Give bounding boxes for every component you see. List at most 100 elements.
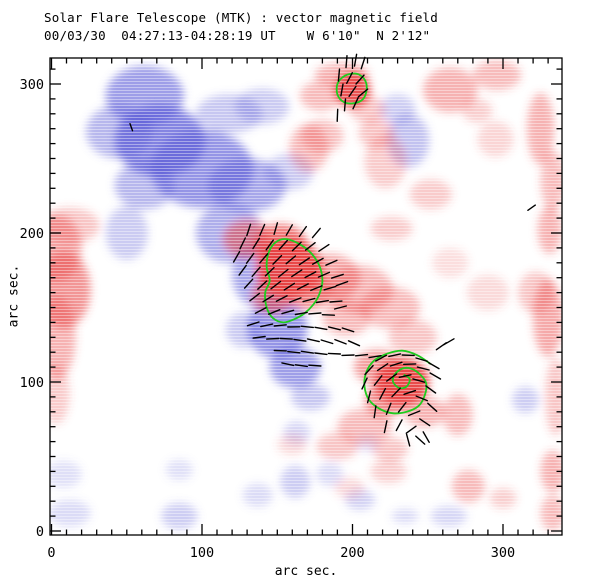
magnetic-vector [252,237,261,250]
magnetic-vector [323,285,337,291]
magnetic-vector [291,269,303,278]
magnetic-vector [320,339,334,345]
magnetic-vector [311,227,321,239]
magnetic-vector [257,280,268,290]
magnetic-vector [279,337,293,340]
magnetic-vector [383,420,388,434]
magnetic-vector [298,257,310,266]
magnetic-vector [300,325,314,329]
magnetic-vector [416,366,430,371]
tick-labels: 0 100 200 300 0 100 200 300 [20,77,516,561]
magnetic-vector [442,338,455,346]
magnetic-vector [360,56,366,70]
y-tick-label: 100 [20,375,44,391]
magnetic-vector [375,354,388,362]
magnetic-vector [346,71,353,85]
magnetic-vector [348,85,357,98]
magnetic-vector [340,83,344,97]
magnetic-vector [373,405,377,419]
magnetic-vector [311,257,324,265]
magnetic-vector [281,362,295,367]
magnetic-vector [293,338,307,342]
magnetic-vector [527,204,536,212]
magnetic-vector [300,350,314,354]
magnetic-vector [407,410,421,417]
magnetic-vector [353,53,358,67]
field-map-layer [50,58,562,535]
magnetic-vector [246,321,260,327]
magnetic-vector [364,364,374,376]
magnetic-vector [262,294,274,303]
magnetic-vector [336,108,339,123]
magnetic-vector [294,311,308,316]
magnetic-vector [289,297,302,303]
magnetic-vector [355,74,365,85]
magnetic-vector [259,223,266,237]
magnetic-vector [310,285,323,292]
magnetic-vector [347,340,361,347]
magnetic-vector [373,375,383,386]
magnetic-vector [343,98,347,112]
magnetic-vector [425,385,437,394]
magnetic-vector [405,425,417,434]
magnetic-vector [405,433,411,447]
magnetic-vector [314,352,328,356]
magnetic-vector [287,350,301,354]
magnetic-vector [273,324,287,327]
magnetic-vector [270,280,282,290]
magnetic-vector [422,431,430,443]
magnetic-vector [412,378,426,383]
magnetic-vector [317,271,331,278]
magnetic-vector [327,326,341,331]
magnetic-vector [398,374,412,378]
magnetic-vector [259,253,269,264]
magnetic-vector [415,435,426,445]
magnetic-vector [285,224,293,236]
magnetic-vector [308,364,322,367]
magnetic-vector [397,401,407,413]
magnetic-vector [403,389,417,395]
magnetic-vector [341,327,355,333]
plot-title: Solar Flare Telescope (MTK) : vector mag… [44,10,439,25]
magnetic-vector [291,241,302,252]
magnetic-vector [415,357,429,362]
scanline-texture [50,58,562,535]
magnetic-vector [361,377,368,390]
axes [49,57,563,536]
magnetic-vector [238,264,247,276]
x-tick-label: 300 [491,545,515,561]
vector-field [129,53,536,447]
magnetic-vector [391,387,401,398]
magnetic-vector [331,273,344,279]
magnetic-vector [254,307,267,314]
magnetic-vector [337,68,341,82]
magnetic-vector [314,326,328,331]
magnetic-vector [278,239,288,251]
magnetic-vector [368,355,382,359]
magnetic-vector [366,390,372,404]
magnetic-vector [306,338,320,343]
magnetic-vector [232,250,241,263]
magnetic-vector [335,280,349,287]
magnetic-vector [304,271,317,279]
magnetic-vector [419,418,431,427]
magnetic-vector [415,395,428,402]
magnetic-vector [298,225,307,238]
magnetic-vector [281,309,295,315]
magnetic-vector [308,312,322,315]
magnetic-vector [277,268,289,278]
magnetic-vector [386,373,398,382]
magnetic-vector [376,363,389,372]
magnetic-vector [252,335,266,339]
magnetic-vector [275,295,288,302]
magnetic-vector [395,419,403,432]
central-flux-contour [264,238,324,324]
magnetic-vector [243,278,254,289]
magnetic-vector [429,372,442,380]
x-tick-label: 200 [340,545,364,561]
spiral-flux-contour [363,349,432,415]
y-tick-label: 200 [20,226,44,242]
magnetic-vector [388,353,402,358]
